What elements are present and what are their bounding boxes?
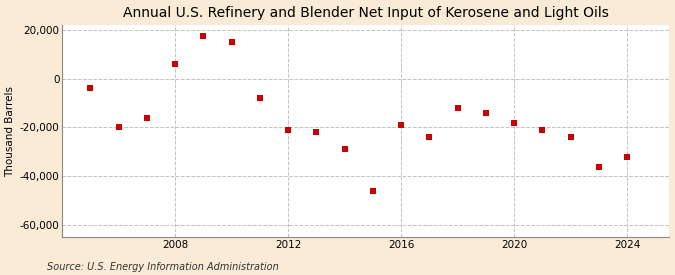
Point — [340, 147, 350, 152]
Point — [226, 40, 237, 44]
Title: Annual U.S. Refinery and Blender Net Input of Kerosene and Light Oils: Annual U.S. Refinery and Blender Net Inp… — [123, 6, 609, 20]
Point — [142, 116, 153, 120]
Point — [367, 189, 378, 193]
Point — [452, 106, 463, 110]
Point — [424, 135, 435, 139]
Point — [283, 128, 294, 132]
Point — [311, 130, 322, 134]
Text: Source: U.S. Energy Information Administration: Source: U.S. Energy Information Administ… — [47, 262, 279, 272]
Point — [113, 125, 124, 130]
Point — [565, 135, 576, 139]
Point — [509, 120, 520, 125]
Point — [481, 111, 491, 115]
Point — [254, 96, 265, 100]
Point — [170, 62, 181, 66]
Point — [85, 86, 96, 90]
Point — [593, 164, 604, 169]
Point — [622, 155, 632, 159]
Y-axis label: Thousand Barrels: Thousand Barrels — [5, 86, 16, 177]
Point — [537, 128, 547, 132]
Point — [396, 123, 406, 127]
Point — [198, 34, 209, 38]
